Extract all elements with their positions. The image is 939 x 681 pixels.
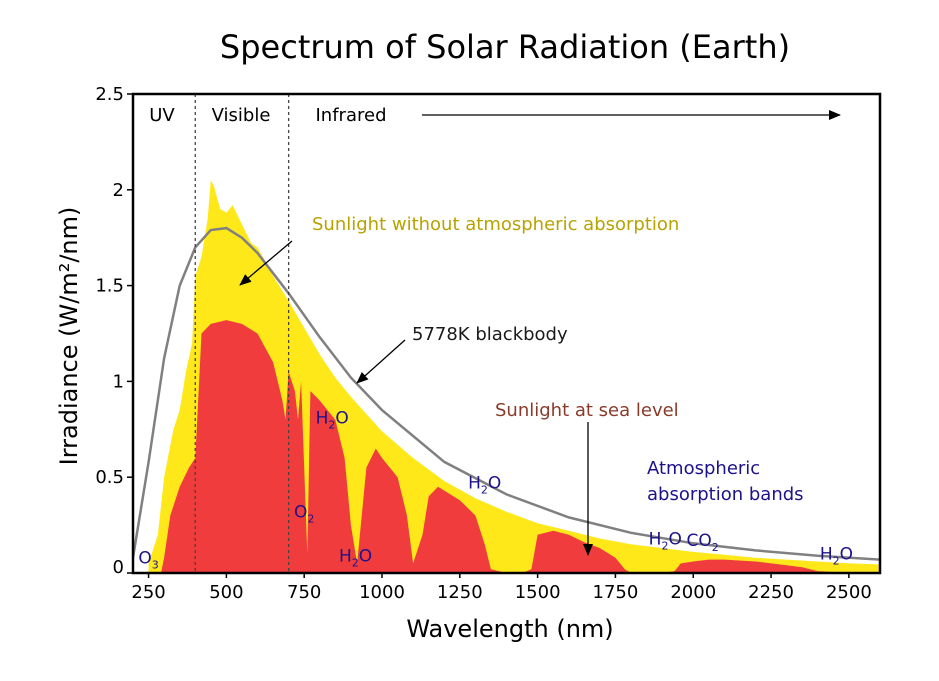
absorption-band-label: H2O (316, 409, 349, 432)
arrow-blackbody (356, 339, 406, 384)
absorption-band-label: O2 (294, 502, 314, 525)
x-tick-label: 2500 (826, 582, 872, 603)
series-line-blackbody (133, 226, 880, 561)
annotation-absorption-line1: Atmospheric (647, 458, 760, 479)
arrow-top-of-atmosphere (239, 240, 293, 286)
plot-frame (131, 92, 882, 575)
x-tick-label: 500 (209, 582, 243, 603)
annotation-sea-level: Sunlight at sea level (495, 400, 679, 421)
y-tick-label: 0 (113, 557, 124, 578)
y-tick-label: 1.5 (95, 276, 124, 297)
absorption-band-label: H2O (820, 545, 853, 568)
x-axis: 250 500 750 1000 1250 1500 1750 2000 2250 2500 (131, 573, 872, 603)
series-area-sea-level (161, 320, 880, 573)
absorption-band-label: H2O (339, 547, 372, 570)
y-tick-label: 1 (113, 371, 124, 392)
absorption-band-label: O3 (138, 548, 158, 571)
x-tick-label: 1250 (437, 582, 483, 603)
absorption-band-label: H2O (468, 474, 501, 497)
x-tick-label: 2000 (670, 582, 716, 603)
x-tick-label: 1000 (359, 582, 405, 603)
x-tick-label: 1500 (515, 582, 561, 603)
y-tick-label: 2.5 (95, 84, 124, 105)
annotation-blackbody: 5778K blackbody (412, 324, 568, 345)
x-tick-label: 1750 (593, 582, 639, 603)
chart-title: Spectrum of Solar Radiation (Earth) (220, 28, 790, 66)
annotation-top-of-atmosphere: Sunlight without atmospheric absorption (312, 214, 679, 235)
x-tick-label: 750 (287, 582, 321, 603)
region-label-infrared: Infrared (316, 105, 387, 126)
y-tick-label: 2 (113, 180, 124, 201)
region-label-uv: UV (149, 105, 175, 126)
x-tick-label: 250 (131, 582, 165, 603)
x-axis-label: Wavelength (nm) (406, 615, 613, 643)
y-tick-label: 0.5 (95, 467, 124, 488)
region-label-visible: Visible (212, 105, 271, 126)
absorption-band-label: H2O (649, 529, 682, 552)
y-axis-label: Irradiance (W/m²/nm) (55, 207, 83, 466)
y-axis: 0 0.5 1 1.5 2 2.5 (95, 84, 133, 578)
annotation-absorption-line2: absorption bands (647, 484, 804, 505)
absorption-band-label: CO2 (686, 531, 718, 554)
x-tick-label: 2250 (748, 582, 794, 603)
